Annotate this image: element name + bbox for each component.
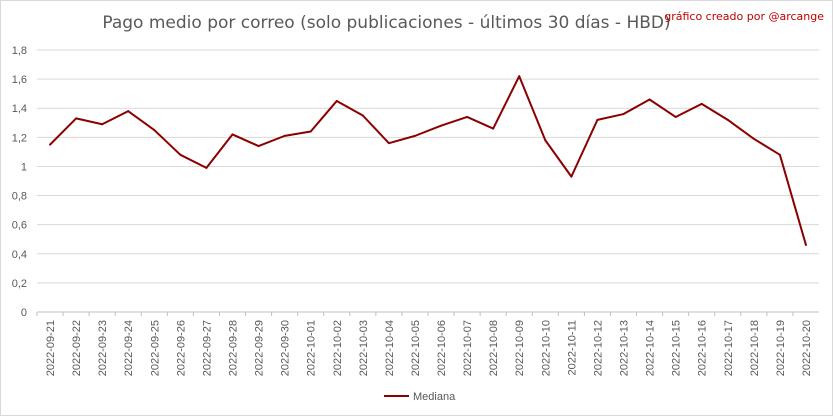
data-point [361,114,364,117]
x-tick-label: 2022-10-13 [619,320,631,376]
y-tick-label: 0,8 [12,191,27,203]
data-point [778,153,781,156]
x-tick-label: 2022-10-16 [697,320,709,376]
x-tick-label: 2022-10-10 [540,320,552,376]
data-point [153,129,156,132]
y-tick-label: 1,8 [12,45,27,57]
data-point [544,139,547,142]
data-point [804,244,807,247]
y-tick-label: 1,2 [12,132,27,144]
data-point [648,98,651,101]
y-tick-label: 1,6 [12,74,27,86]
data-point [335,99,338,102]
x-axis-ticks: 2022-09-21 2022-09-22 2022-09-23 2022-09-24… [36,312,813,376]
chart-title: Pago medio por correo (solo publicacione… [102,13,671,33]
x-tick-label: 2022-09-23 [97,320,109,376]
y-tick-label: 0,6 [12,220,27,232]
data-point [700,102,703,105]
data-point [257,145,260,148]
chart-credit: gráfico creado por @arcange [664,10,824,23]
data-point [127,110,130,113]
x-tick-label: 2022-10-17 [723,320,735,376]
x-tick-label: 2022-10-03 [358,320,370,376]
x-tick-label: 2022-10-04 [384,320,396,376]
x-tick-label: 2022-09-25 [149,320,161,376]
x-tick-label: 2022-10-08 [488,320,500,376]
data-point [752,137,755,140]
data-point [518,75,521,78]
legend-label-mediana: Mediana [413,391,456,403]
gridlines [37,49,819,313]
x-tick-label: 2022-10-06 [436,320,448,376]
x-tick-label: 2022-10-18 [749,320,761,376]
y-tick-label: 0,2 [12,278,27,290]
x-tick-label: 2022-10-11 [566,320,578,375]
x-tick-label: 2022-10-05 [410,320,422,376]
data-point [101,123,104,126]
data-point [413,134,416,137]
x-tick-label: 2022-09-26 [175,320,187,376]
x-tick-label: 2022-10-12 [592,320,604,376]
data-point [622,113,625,116]
x-tick-label: 2022-09-21 [45,320,57,376]
data-point [387,142,390,145]
data-point [492,127,495,130]
y-tick-label: 0,4 [12,249,27,261]
series-layer [49,75,807,247]
data-point [726,118,729,121]
x-tick-label: 2022-10-15 [671,320,683,376]
x-tick-label: 2022-09-27 [201,320,213,376]
x-tick-label: 2022-10-20 [801,320,813,376]
y-axis-ticks: 0 0,2 0,4 0,6 0,8 1 1,2 1,4 1,6 1,8 [12,45,27,319]
data-point [440,124,443,127]
series-line-mediana [49,75,807,246]
y-tick-label: 1,4 [12,103,27,115]
data-point [674,115,677,118]
x-tick-label: 2022-09-24 [123,320,135,376]
data-point [309,130,312,133]
data-point [466,115,469,118]
y-tick-label: 1 [21,161,27,173]
data-point [179,153,182,156]
data-point [205,166,208,169]
legend: Mediana [384,391,456,403]
x-tick-label: 2022-10-01 [306,320,318,376]
x-tick-label: 2022-10-19 [775,320,787,376]
data-point [283,134,286,137]
data-point [231,133,234,136]
x-tick-label: 2022-10-09 [514,320,526,376]
x-tick-label: 2022-09-28 [228,320,240,376]
x-tick-label: 2022-09-29 [254,320,266,376]
x-tick-label: 2022-09-22 [71,320,83,376]
x-tick-label: 2022-10-07 [462,320,474,376]
x-tick-label: 2022-10-02 [332,320,344,376]
data-point [75,117,78,120]
data-point [570,175,573,178]
data-point [596,118,599,121]
data-point [49,143,52,146]
x-tick-label: 2022-09-30 [280,320,292,376]
x-tick-label: 2022-10-14 [645,320,657,376]
y-tick-label: 0 [21,307,27,319]
